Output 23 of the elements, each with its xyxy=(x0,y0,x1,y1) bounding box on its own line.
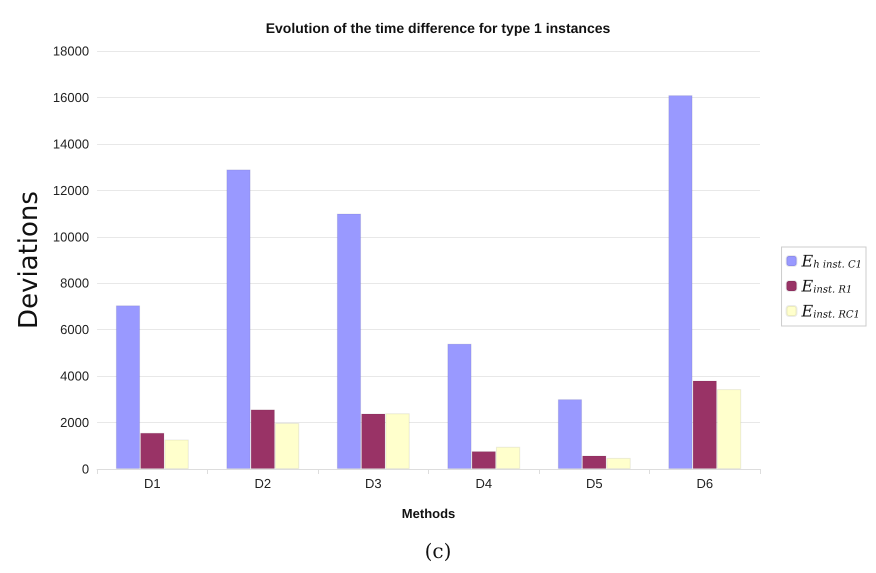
y-tick-label: 8000 xyxy=(60,276,90,291)
y-tick-label: 0 xyxy=(82,462,90,476)
y-axis-title: Deviations xyxy=(14,191,44,329)
legend-label: Einst. R1 xyxy=(800,276,852,296)
x-tick-label: D4 xyxy=(475,476,492,491)
y-tick-label: 10000 xyxy=(52,229,90,244)
y-tick-label: 2000 xyxy=(60,415,90,430)
x-tick-label: D1 xyxy=(144,476,161,491)
x-tick-label: D6 xyxy=(696,476,714,491)
text: (c) xyxy=(424,539,452,563)
y-tick-label: 18000 xyxy=(52,44,90,58)
x-tick-label: D2 xyxy=(254,476,272,491)
y-tick-label: 14000 xyxy=(52,136,90,152)
legend-label: Einst. RC1 xyxy=(800,302,860,320)
y-tick-label: 6000 xyxy=(60,322,90,338)
x-tick-label: D3 xyxy=(364,476,382,491)
x-tick-label: D5 xyxy=(586,476,603,491)
chart-title: Evolution of the time difference for type 1 instances xyxy=(266,20,611,36)
legend-label: Eh inst. C1 xyxy=(800,252,862,270)
y-tick-label: 4000 xyxy=(60,368,90,384)
y-tick-label: 12000 xyxy=(52,182,90,198)
x-axis-title: Methods xyxy=(402,506,456,521)
y-tick-label: 16000 xyxy=(52,90,90,105)
